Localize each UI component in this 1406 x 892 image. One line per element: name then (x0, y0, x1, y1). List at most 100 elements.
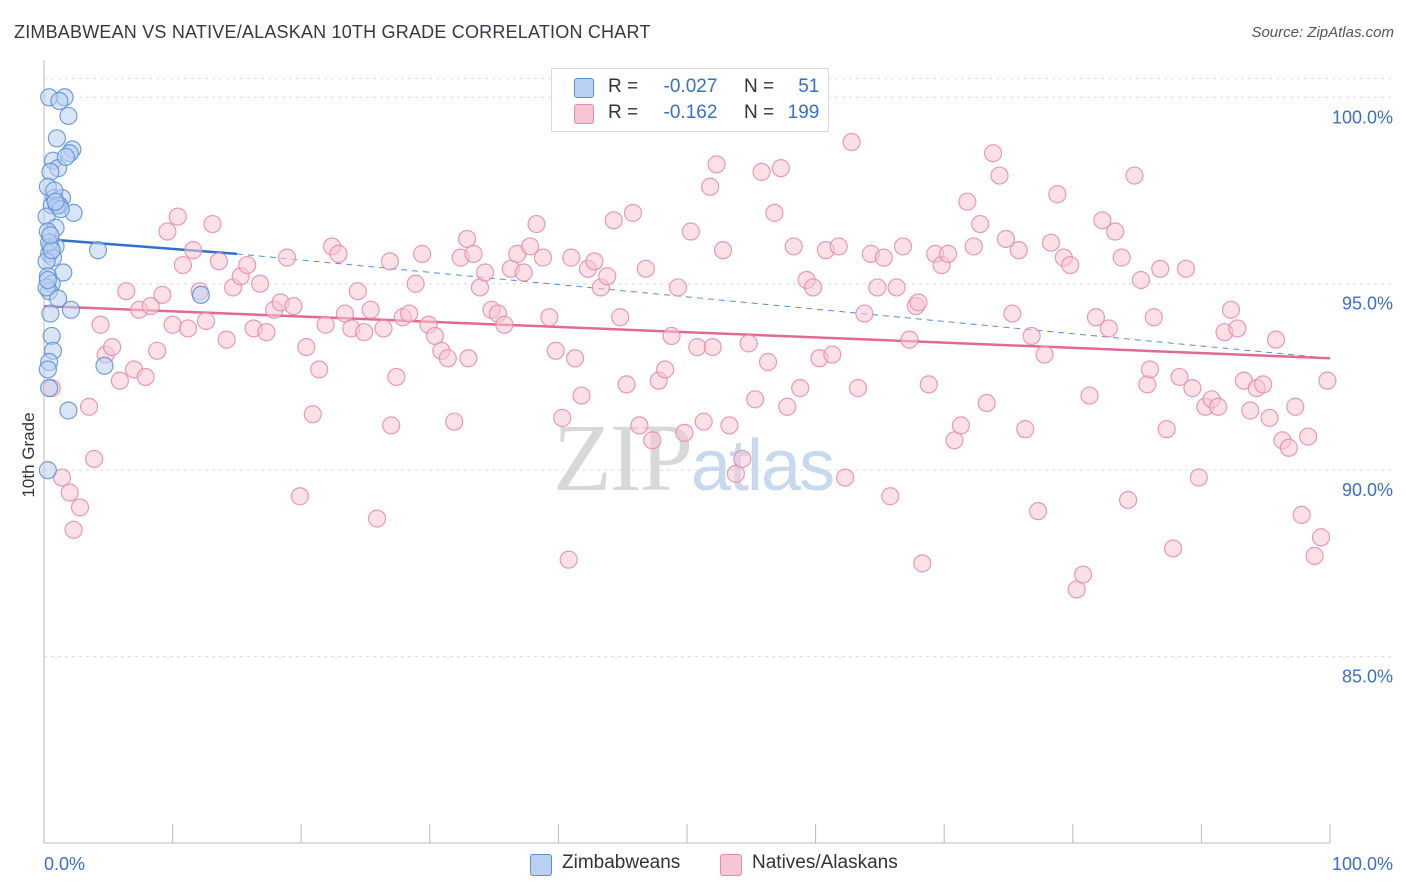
point-natives (836, 468, 855, 487)
point-natives (630, 416, 649, 435)
point-natives (1151, 259, 1170, 278)
point-natives (382, 416, 401, 435)
point-zimbabweans (38, 270, 57, 290)
point-natives (656, 360, 675, 379)
point-natives (707, 155, 726, 174)
point-natives (611, 308, 630, 327)
bottom-legend-swatch-natives (720, 854, 742, 876)
point-natives (238, 255, 257, 275)
legend-n-label: N = (743, 76, 775, 97)
point-natives (1286, 397, 1305, 416)
y-tick-label: 100.0% (1332, 107, 1393, 127)
point-natives (355, 323, 374, 342)
point-natives (60, 483, 79, 502)
point-natives (110, 371, 129, 390)
point-natives (348, 282, 367, 301)
point-natives (438, 349, 457, 368)
point-natives (572, 386, 591, 405)
point-natives (1073, 565, 1093, 584)
point-natives (1028, 502, 1048, 521)
point-natives (495, 315, 514, 334)
point-natives (868, 278, 887, 297)
point-natives (85, 449, 104, 469)
point-natives (1022, 326, 1041, 346)
legend-n-label: N = (743, 102, 775, 123)
point-natives (52, 468, 72, 487)
point-natives (1299, 427, 1318, 446)
point-zimbabweans (41, 226, 60, 245)
legend-r-label: R = (608, 102, 639, 123)
point-natives (784, 237, 803, 256)
point-zimbabweans (41, 304, 60, 323)
point-natives (1260, 408, 1279, 428)
point-natives (203, 214, 222, 234)
y-tick-label: 85.0% (1342, 667, 1393, 687)
point-natives (1016, 420, 1035, 439)
point-natives (1041, 233, 1061, 252)
point-natives (713, 241, 733, 260)
point-natives (598, 267, 617, 286)
point-natives (316, 315, 335, 334)
point-natives (585, 252, 604, 271)
point-natives (540, 308, 559, 327)
point-natives (1138, 375, 1157, 394)
point-natives (1221, 300, 1241, 319)
point-natives (1061, 255, 1080, 275)
point-natives (257, 323, 276, 342)
point-natives (178, 319, 198, 338)
point-natives (196, 311, 216, 331)
point-natives (938, 244, 958, 263)
point-natives (1140, 360, 1160, 379)
point-natives (900, 330, 919, 349)
point-natives (919, 375, 938, 394)
point-natives (668, 278, 688, 297)
point-natives (703, 338, 722, 357)
point-natives (874, 248, 893, 267)
point-natives (1318, 371, 1337, 390)
bottom-legend-swatch-zimbabweans (530, 854, 552, 876)
point-natives (604, 211, 623, 230)
point-natives (765, 203, 784, 222)
point-zimbabweans (95, 356, 114, 375)
point-natives (1164, 539, 1183, 558)
point-natives (303, 405, 322, 424)
legend-n-value: 51 (798, 76, 820, 97)
point-natives (694, 412, 713, 431)
source-label: Source: ZipAtlas.com (1251, 24, 1394, 41)
point-natives (406, 274, 425, 293)
point-zimbabweans (59, 401, 78, 420)
point-natives (153, 285, 172, 304)
point-natives (675, 423, 694, 442)
legend-r-value: -0.027 (663, 76, 718, 97)
point-zimbabweans (50, 91, 69, 111)
point-natives (636, 259, 655, 278)
point-natives (1118, 490, 1138, 510)
point-natives (681, 222, 700, 241)
point-zimbabweans (191, 285, 210, 304)
point-natives (990, 166, 1009, 185)
point-natives (848, 379, 868, 398)
point-natives (951, 416, 971, 435)
point-zimbabweans (61, 300, 81, 319)
point-zimbabweans (56, 147, 75, 167)
point-zimbabweans (38, 360, 57, 379)
point-natives (400, 304, 419, 323)
bottom-legend-label: Zimbabweans (562, 852, 681, 873)
point-natives (103, 338, 122, 357)
point-natives (971, 214, 990, 234)
point-natives (1106, 222, 1125, 241)
point-natives (1254, 375, 1273, 394)
point-natives (361, 300, 380, 319)
point-natives (464, 244, 483, 263)
point-zimbabweans (38, 461, 57, 480)
point-zimbabweans (41, 162, 60, 181)
chart-title: ZIMBABWEAN VS NATIVE/ALASKAN 10TH GRADE … (14, 22, 651, 42)
bottom-legend-label: Natives/Alaskans (752, 852, 898, 873)
point-natives (277, 248, 297, 267)
point-natives (217, 330, 236, 349)
point-natives (913, 554, 932, 573)
point-zimbabweans (59, 106, 78, 126)
point-natives (367, 509, 387, 528)
point-natives (559, 550, 578, 569)
point-natives (996, 229, 1016, 249)
